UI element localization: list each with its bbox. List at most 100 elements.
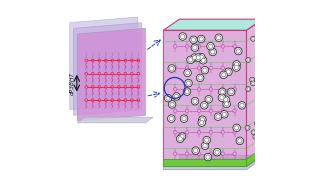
Circle shape [246,126,249,129]
Circle shape [207,97,211,101]
Circle shape [193,46,197,50]
Circle shape [214,113,222,120]
Polygon shape [70,17,138,110]
Circle shape [185,90,189,94]
Polygon shape [247,148,263,166]
Circle shape [170,66,174,70]
Circle shape [180,115,188,122]
Circle shape [220,71,227,79]
Circle shape [255,121,260,126]
Circle shape [184,69,191,77]
Circle shape [195,54,202,61]
Circle shape [182,117,186,121]
Circle shape [185,79,192,87]
Polygon shape [77,28,145,121]
Circle shape [204,153,212,161]
Circle shape [222,96,230,103]
Circle shape [233,64,240,71]
Circle shape [224,102,229,106]
Circle shape [191,38,195,42]
Polygon shape [163,30,247,166]
Circle shape [196,74,204,82]
Circle shape [220,96,224,100]
Circle shape [203,144,207,148]
Circle shape [178,137,182,141]
Circle shape [202,103,206,107]
Circle shape [190,36,197,43]
Circle shape [173,93,180,100]
Circle shape [209,48,216,56]
Circle shape [197,35,205,43]
Circle shape [220,90,224,94]
Circle shape [198,76,202,80]
Circle shape [178,133,186,140]
Circle shape [215,34,222,41]
Circle shape [199,37,203,41]
Circle shape [238,139,242,143]
Circle shape [223,100,230,108]
Circle shape [199,57,207,64]
Circle shape [207,43,214,50]
Circle shape [183,88,191,95]
Polygon shape [74,23,142,115]
Circle shape [191,54,198,61]
Circle shape [224,98,228,102]
Circle shape [236,137,244,145]
Circle shape [255,133,260,138]
Circle shape [245,125,250,130]
Circle shape [252,37,255,40]
Circle shape [251,36,256,41]
Circle shape [229,90,233,94]
Circle shape [199,55,203,59]
Circle shape [193,99,197,103]
Circle shape [200,121,204,125]
Circle shape [215,150,219,154]
Circle shape [252,131,255,134]
Circle shape [206,155,210,159]
Circle shape [257,50,259,52]
Circle shape [191,97,199,105]
Circle shape [219,88,226,96]
Circle shape [199,116,206,123]
Circle shape [168,101,176,108]
Text: dP3BHT: dP3BHT [70,72,74,95]
Circle shape [233,61,240,68]
Circle shape [246,87,251,91]
Circle shape [196,56,200,60]
Circle shape [256,134,259,137]
Circle shape [252,82,254,85]
Circle shape [257,70,260,73]
Circle shape [256,69,261,74]
Circle shape [240,103,244,107]
Circle shape [198,119,205,126]
Polygon shape [163,159,247,166]
Circle shape [200,118,204,122]
Circle shape [168,65,176,72]
Circle shape [197,53,205,61]
Circle shape [217,36,221,40]
Circle shape [211,50,215,54]
Circle shape [213,148,221,156]
Polygon shape [163,19,263,30]
Circle shape [218,94,226,101]
Circle shape [187,56,194,64]
Circle shape [221,73,226,77]
Circle shape [203,136,211,144]
Circle shape [253,134,258,139]
Circle shape [191,44,199,51]
Circle shape [201,58,205,62]
Circle shape [201,142,209,149]
Circle shape [200,101,208,109]
Circle shape [192,147,199,154]
Circle shape [225,68,232,76]
Polygon shape [77,117,153,123]
Circle shape [166,96,170,100]
Circle shape [235,47,242,55]
Circle shape [226,70,230,74]
Circle shape [250,77,255,82]
Circle shape [247,88,250,90]
Circle shape [180,134,184,139]
Circle shape [251,130,256,135]
Circle shape [221,111,228,118]
Circle shape [234,65,239,70]
